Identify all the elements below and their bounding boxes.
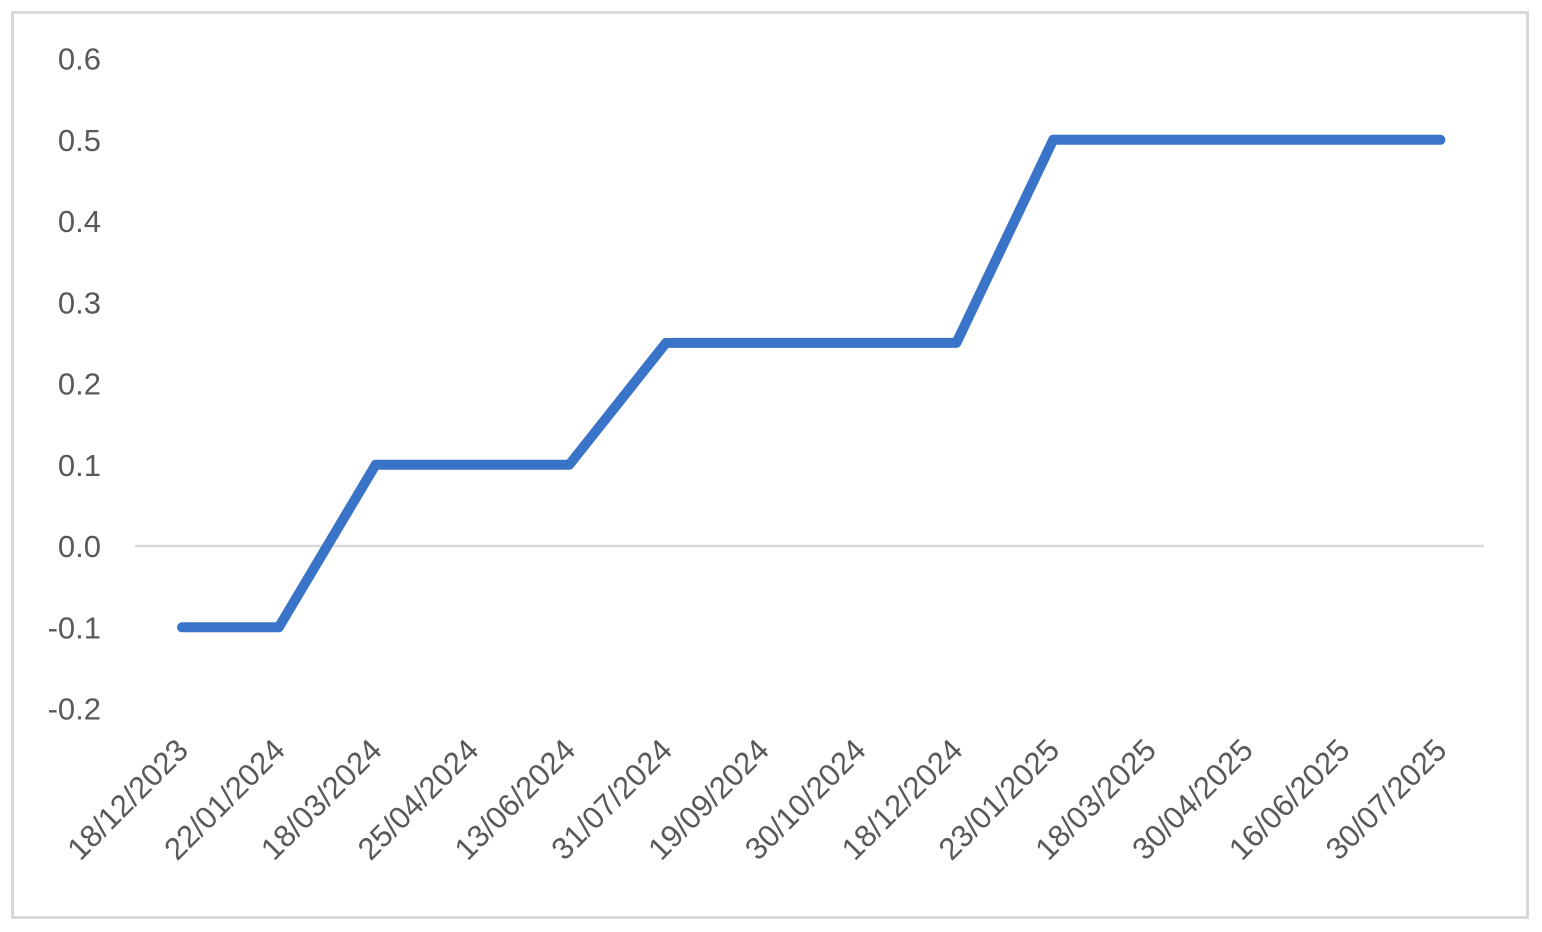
y-tick-label: 0.6 [58, 42, 101, 77]
y-tick-label: 0.4 [58, 204, 101, 239]
y-tick-label: 0.5 [58, 123, 101, 158]
y-tick-label: -0.2 [48, 692, 101, 727]
y-axis: 0.6 0.5 0.4 0.3 0.2 0.1 0.0 -0.1 -0.2 [48, 42, 101, 727]
chart-frame [11, 11, 1529, 919]
y-tick-label: 0.2 [58, 367, 101, 402]
y-tick-label: 0.1 [58, 448, 101, 483]
plot-area [177, 134, 1446, 633]
series-line [177, 134, 1446, 633]
y-tick-label: -0.1 [48, 610, 101, 645]
y-tick-label: 0.0 [58, 529, 101, 564]
y-tick-label: 0.3 [58, 285, 101, 320]
x-axis: 18/12/202322/01/202418/03/202425/04/2024… [60, 732, 1453, 866]
